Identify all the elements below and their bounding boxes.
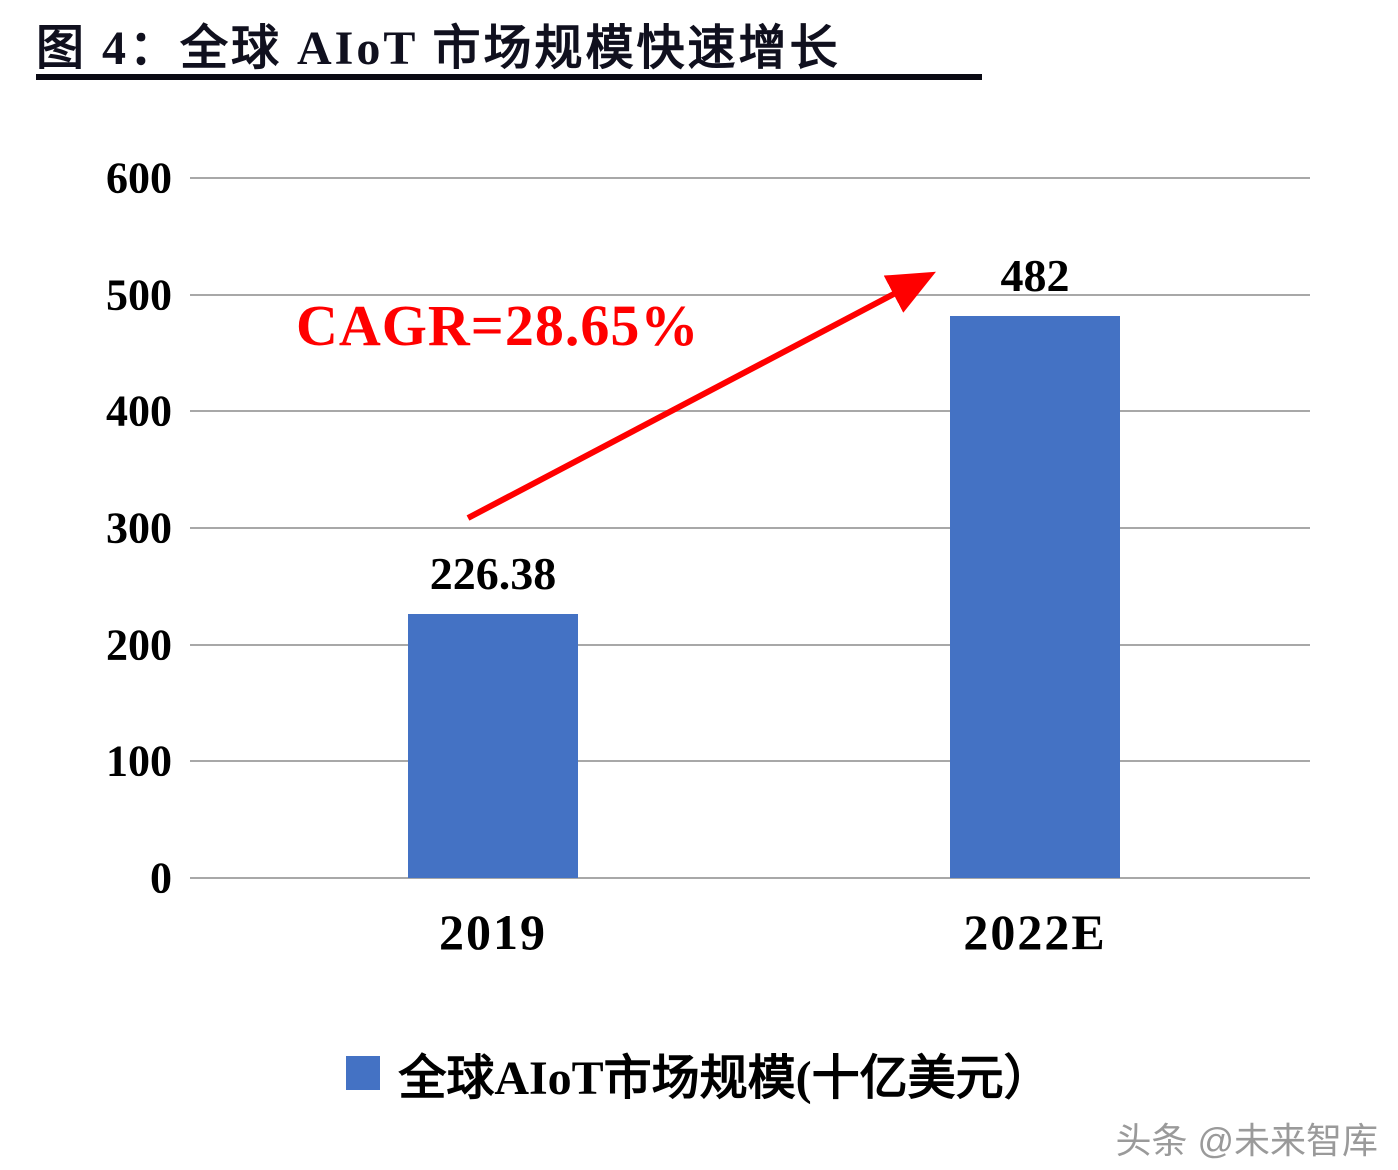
chart-title: 图 4：全球 AIoT 市场规模快速增长 [36, 22, 841, 75]
y-tick-label-600: 600 [106, 153, 172, 203]
bar-group-2022e: 482 [950, 178, 1120, 878]
gridline-200 [190, 643, 1310, 646]
gridline-400 [190, 410, 1310, 413]
plot-area: 226.38 482 [190, 177, 1310, 879]
bar-2019 [408, 613, 578, 878]
gridline-100 [190, 760, 1310, 763]
y-tick-label-300: 300 [106, 503, 172, 553]
title-underline [36, 74, 982, 80]
legend-label: 全球AIoT市场规模(十亿美元） [398, 1052, 1052, 1105]
bar-group-2019: 226.38 [408, 178, 578, 878]
x-axis-label-2022e: 2022E [963, 904, 1107, 960]
legend: 全球AIoT市场规模(十亿美元） [0, 1038, 1398, 1108]
y-tick-label-100: 100 [106, 736, 172, 786]
gridline-600 [190, 177, 1310, 179]
bar-value-2019: 226.38 [429, 547, 557, 599]
y-tick-label-500: 500 [106, 270, 172, 320]
y-tick-label-200: 200 [106, 620, 172, 670]
watermark: 头条 @未来智库 [1115, 1120, 1378, 1161]
y-tick-label-0: 0 [150, 853, 172, 903]
gridline-0 [190, 877, 1310, 879]
x-axis-label-2019: 2019 [439, 904, 547, 960]
gridline-300 [190, 527, 1310, 529]
cagr-annotation: CAGR=28.65% [296, 293, 700, 358]
bar-value-2022e: 482 [1000, 249, 1070, 301]
legend-swatch [346, 1056, 381, 1090]
y-axis: 0 100 200 300 400 500 600 [30, 154, 180, 903]
y-tick-label-400: 400 [106, 386, 172, 436]
bar-2022e [950, 315, 1120, 878]
